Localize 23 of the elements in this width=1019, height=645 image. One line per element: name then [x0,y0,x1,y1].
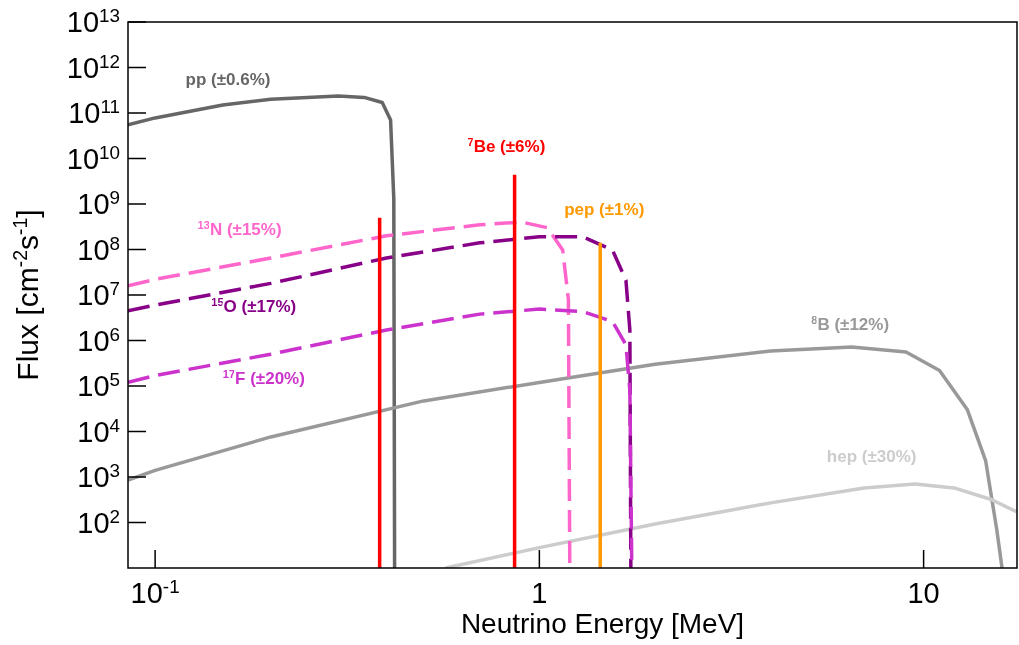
x-axis-title: Neutrino Energy [MeV] [460,608,745,639]
y-tick-label: 10$^{4}$ [77,414,120,448]
y-tick-label: 10$^{9}$ [77,186,120,220]
y-tick-label: 10$^{8}$ [77,232,120,266]
y-tick-label: 10$^{7}$ [77,277,120,311]
series-label: $^{15}$O (±17%) [211,296,297,317]
x-tick-label: 10$^{-1}$ [130,575,180,609]
x-tick-label: 1 [531,577,548,609]
series-label: pp (±0.6%) [185,69,271,89]
series-label: $^{8}$B (±12%) [811,314,890,335]
y-tick-label: 10$^{10}$ [66,141,120,175]
y-tick-label: 10$^{5}$ [77,368,120,402]
series-label: pep (±1%) [564,199,645,219]
y-tick-label: 10$^{12}$ [66,50,120,84]
y-tick-label: 10$^{3}$ [77,459,120,493]
y-tick-label: 10$^{11}$ [68,95,120,129]
series-label: $^{13}$N (±15%) [197,218,282,239]
y-tick-label: 10$^{2}$ [77,505,120,539]
y-tick-label: 10$^{6}$ [77,323,120,357]
x-tick-label: 10 [907,577,940,609]
y-tick-label: 10$^{13}$ [66,4,120,38]
series-label: $^{17}$F (±20%) [222,368,305,389]
series-label: $^{7}$Be (±6%) [467,135,546,156]
